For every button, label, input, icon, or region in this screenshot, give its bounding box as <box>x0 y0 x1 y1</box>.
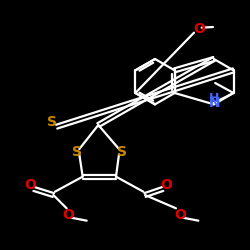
Text: S: S <box>72 145 82 159</box>
Text: S: S <box>117 145 127 159</box>
Text: O: O <box>161 178 172 192</box>
Text: O: O <box>24 178 36 192</box>
Text: O: O <box>62 208 74 222</box>
Text: H: H <box>209 92 220 105</box>
Text: O: O <box>174 208 186 222</box>
Text: N: N <box>209 96 220 110</box>
Text: S: S <box>47 115 57 129</box>
Text: O: O <box>193 22 205 36</box>
